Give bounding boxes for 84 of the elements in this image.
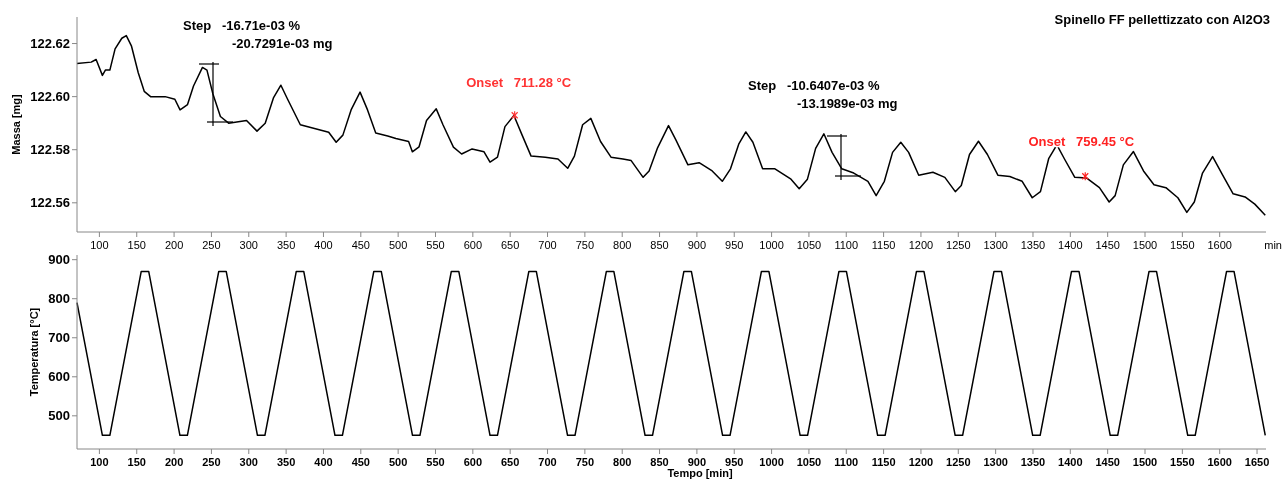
x-tick-label: 800 bbox=[613, 456, 632, 468]
x-tick-label: 850 bbox=[650, 239, 669, 251]
x-tick-label: 150 bbox=[127, 239, 146, 251]
x-tick-label: 1200 bbox=[908, 456, 934, 468]
y-tick-label: 122.60 bbox=[30, 89, 70, 105]
x-tick-label: 1500 bbox=[1132, 239, 1158, 251]
x-tick-label: 1550 bbox=[1170, 456, 1195, 468]
x-tick-label: 700 bbox=[538, 239, 557, 251]
annotation: Onset 759.45 °C bbox=[1028, 134, 1135, 150]
y-tick-label: 122.62 bbox=[30, 36, 70, 52]
annotation: -20.7291e-03 mg bbox=[232, 36, 333, 51]
x-tick-label: 550 bbox=[426, 239, 445, 251]
x-tick-label: 500 bbox=[388, 239, 408, 251]
x-tick-label: 1300 bbox=[983, 456, 1008, 468]
x-tick-label: 1500 bbox=[1132, 456, 1158, 468]
x-axis-title: min bbox=[1264, 239, 1282, 251]
y-tick-label: 122.56 bbox=[30, 195, 70, 211]
x-tick-label: 1650 bbox=[1244, 456, 1270, 468]
x-tick-label: 300 bbox=[239, 456, 258, 468]
x-tick-label: 1350 bbox=[1020, 456, 1046, 468]
annotation: Onset 711.28 °C bbox=[466, 75, 572, 91]
y-tick-label: 800 bbox=[48, 291, 70, 307]
x-tick-label: 150 bbox=[127, 456, 146, 468]
x-tick-label: 100 bbox=[90, 239, 109, 251]
annotation: Step -16.71e-03 % bbox=[183, 18, 301, 33]
x-tick-label: 350 bbox=[276, 456, 296, 468]
annotation: -13.1989e-03 mg bbox=[797, 96, 898, 111]
x-tick-label: 400 bbox=[314, 239, 333, 251]
y-tick-label: 900 bbox=[48, 252, 70, 268]
chart-title: Spinello FF pellettizzato con Al2O3 bbox=[1054, 12, 1270, 27]
x-tick-label: 900 bbox=[687, 239, 707, 251]
x-tick-label: 1400 bbox=[1058, 456, 1083, 468]
x-tick-label: 1250 bbox=[946, 456, 971, 468]
x-tick-label: 450 bbox=[351, 456, 370, 468]
x-tick-label: 1400 bbox=[1058, 239, 1083, 251]
annotation: Step -10.6407e-03 % bbox=[748, 78, 880, 93]
x-tick-label: 650 bbox=[501, 456, 520, 468]
x-tick-label: 250 bbox=[202, 456, 221, 468]
x-tick-label: 350 bbox=[276, 239, 296, 251]
x-tick-label: 1550 bbox=[1170, 239, 1195, 251]
x-tick-label: 850 bbox=[650, 456, 669, 468]
x-tick-label: 1000 bbox=[759, 239, 784, 251]
x-tick-label: 1600 bbox=[1207, 456, 1232, 468]
x-tick-label: 1350 bbox=[1020, 239, 1046, 251]
x-tick-label: 1150 bbox=[871, 456, 896, 468]
x-tick-label: 1050 bbox=[796, 456, 822, 468]
y-axis-title: Massa [mg] bbox=[10, 93, 22, 155]
x-tick-label: 600 bbox=[463, 456, 483, 468]
x-tick-label: 1100 bbox=[834, 239, 859, 251]
x-tick-label: 300 bbox=[239, 239, 258, 251]
x-tick-label: 400 bbox=[314, 456, 333, 468]
x-tick-label: 900 bbox=[687, 456, 707, 468]
x-tick-label: 600 bbox=[463, 239, 483, 251]
line-series bbox=[76, 34, 1266, 217]
x-axis-title: Tempo [min] bbox=[667, 467, 733, 479]
x-tick-label: 1100 bbox=[834, 456, 859, 468]
x-tick-label: 950 bbox=[725, 456, 744, 468]
y-tick-label: 600 bbox=[48, 369, 70, 385]
x-tick-label: 1450 bbox=[1095, 239, 1120, 251]
x-tick-label: 1150 bbox=[871, 239, 896, 251]
x-tick-label: 500 bbox=[388, 456, 408, 468]
x-tick-label: 1450 bbox=[1095, 456, 1120, 468]
y-tick-label: 122.58 bbox=[30, 142, 70, 158]
x-tick-label: 250 bbox=[202, 239, 221, 251]
x-tick-label: 550 bbox=[426, 456, 445, 468]
x-tick-label: 1050 bbox=[796, 239, 822, 251]
x-tick-label: 200 bbox=[164, 239, 184, 251]
x-tick-label: 1000 bbox=[759, 456, 784, 468]
y-axis-title: Temperatura [°C] bbox=[28, 307, 40, 397]
x-tick-label: 750 bbox=[575, 239, 595, 251]
x-tick-label: 1600 bbox=[1207, 239, 1232, 251]
x-tick-label: 650 bbox=[501, 239, 520, 251]
x-tick-label: 950 bbox=[725, 239, 744, 251]
x-tick-label: 800 bbox=[613, 239, 632, 251]
y-tick-label: 700 bbox=[48, 330, 70, 346]
x-tick-label: 100 bbox=[90, 456, 109, 468]
x-tick-label: 1250 bbox=[946, 239, 971, 251]
x-tick-label: 200 bbox=[164, 456, 184, 468]
x-tick-label: 750 bbox=[575, 456, 595, 468]
x-tick-label: 1200 bbox=[908, 239, 934, 251]
x-tick-label: 1300 bbox=[983, 239, 1008, 251]
x-tick-label: 450 bbox=[351, 239, 370, 251]
y-tick-label: 500 bbox=[48, 408, 70, 424]
x-tick-label: 700 bbox=[538, 456, 557, 468]
